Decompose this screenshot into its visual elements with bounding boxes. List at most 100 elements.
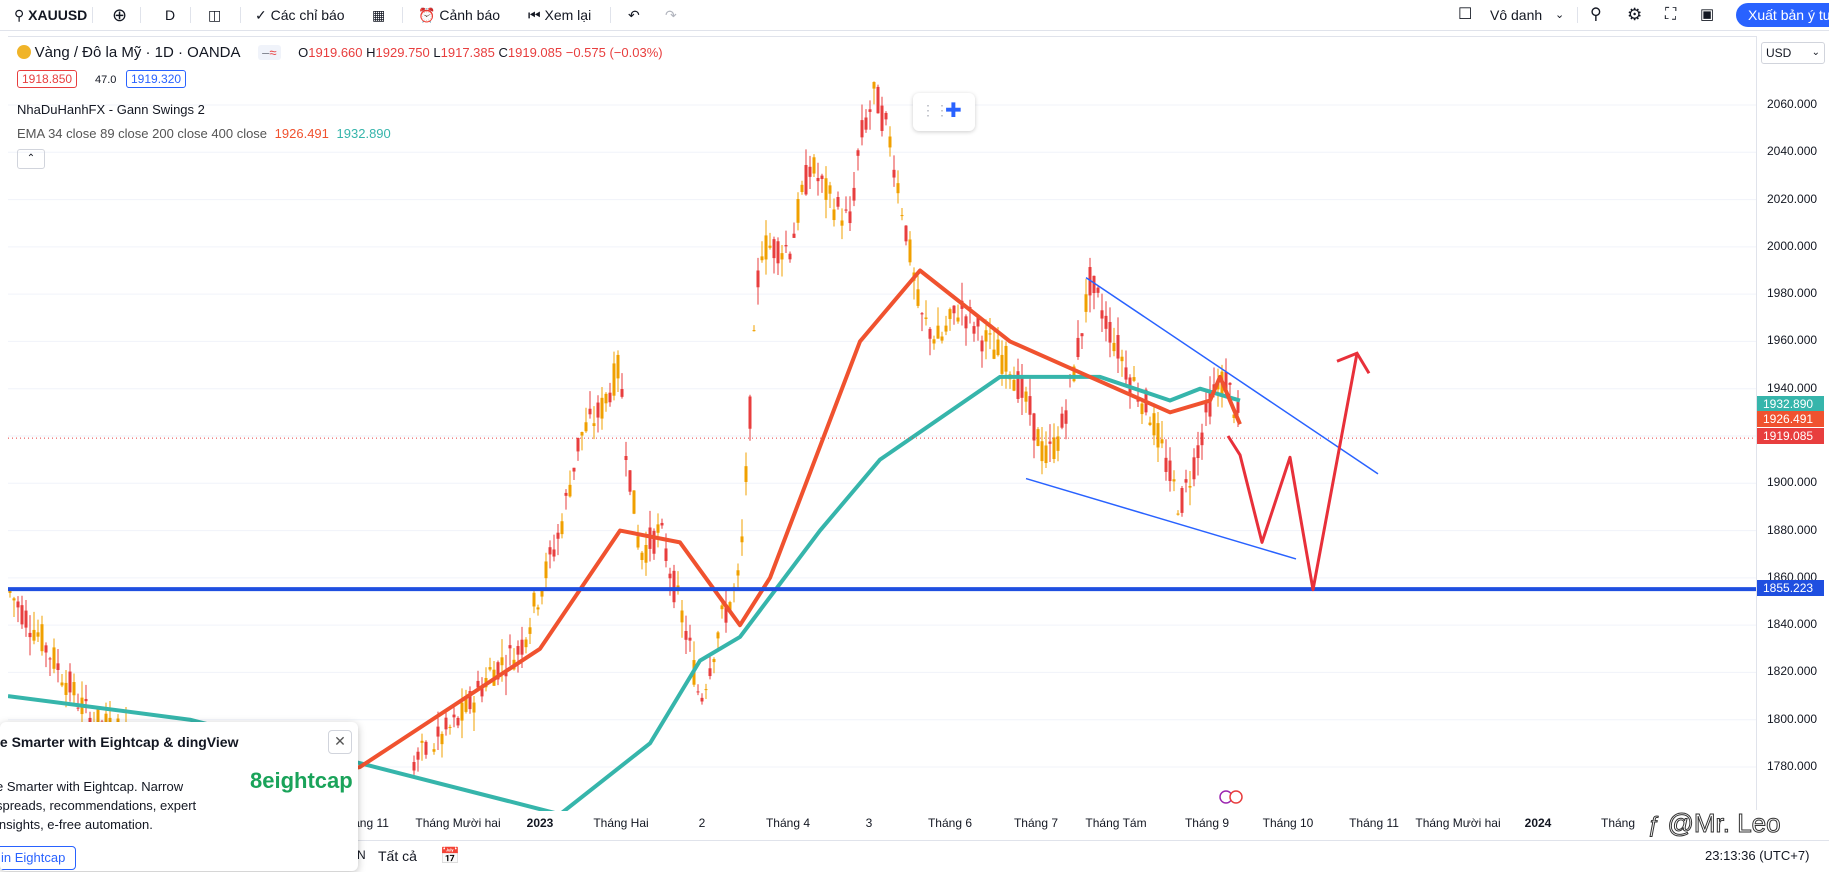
close-icon[interactable]: ✕	[328, 730, 352, 754]
candle-body	[640, 552, 644, 561]
buy-price[interactable]: 1919.320	[126, 70, 187, 88]
indicators-button[interactable]: ✓ Các chỉ báo	[255, 0, 345, 30]
candle-body	[824, 178, 828, 200]
candle-body	[412, 761, 416, 771]
range-label-partial[interactable]: N	[357, 848, 366, 862]
drawing-toolbar[interactable]: ⋮⋮ ✚	[913, 93, 975, 131]
candle-body	[1192, 457, 1196, 480]
clock[interactable]: 23:13:36 (UTC+7)	[1705, 848, 1810, 863]
candle-body	[500, 657, 504, 666]
time-tick-label: Tháng 11	[1349, 816, 1399, 830]
collapse-legend-icon[interactable]: ⌃	[17, 149, 45, 169]
candle-body	[600, 397, 604, 419]
layout-name[interactable]: Vô danh	[1490, 7, 1543, 23]
candle-body	[36, 632, 40, 637]
candle-body	[740, 536, 744, 543]
candle-body	[1032, 413, 1036, 441]
candle-body	[764, 235, 768, 260]
candle-body	[436, 726, 440, 737]
currency-selector[interactable]: USD ⌄	[1761, 42, 1825, 64]
candle-body	[664, 548, 668, 561]
candle-body	[624, 456, 628, 461]
candle-body	[1036, 429, 1040, 446]
indicator-legend-gann[interactable]: NhaDuHanhFX - Gann Swings 2	[17, 102, 205, 117]
candle-body	[540, 589, 544, 597]
candle-body	[628, 470, 632, 492]
price-tick-label: 1780.000	[1767, 759, 1818, 773]
interval-button[interactable]: D	[165, 7, 176, 23]
legend-toggle[interactable]: –≈	[258, 45, 281, 60]
candle-body	[84, 698, 88, 702]
alert-button[interactable]: ⏰ Cảnh báo	[418, 0, 500, 30]
price-tick-label: 1980.000	[1767, 286, 1818, 301]
candle-body	[972, 326, 976, 334]
candle-body	[672, 570, 676, 603]
hline-price-tag: 1855.223	[1757, 580, 1824, 597]
candle-body	[1132, 377, 1136, 381]
candle-body	[680, 610, 684, 623]
candle-body	[516, 646, 520, 655]
time-tick-label: Tháng Mười hai	[1415, 816, 1501, 830]
time-tick-label: Tháng Hai	[593, 816, 649, 830]
symbol-search[interactable]: ⚲ XAUUSD	[14, 0, 87, 30]
candle-body	[892, 169, 896, 178]
quick-search-icon[interactable]: ⚲	[1590, 6, 1602, 23]
undo-icon[interactable]: ↶	[628, 7, 640, 23]
candle-body	[420, 740, 424, 743]
price-chart[interactable]	[8, 37, 1756, 811]
chevron-down-icon[interactable]: ⌄	[1555, 9, 1565, 21]
publish-button[interactable]: Xuất bản ý tư	[1736, 3, 1829, 27]
candle-body	[928, 328, 932, 339]
candle-body	[780, 253, 784, 260]
calendar-icon[interactable]: 📅	[440, 848, 460, 865]
candle-body	[800, 184, 804, 192]
camera-icon[interactable]: ▣	[1700, 6, 1715, 23]
all-range-button[interactable]: Tất cả	[378, 848, 417, 864]
candle-body	[632, 490, 636, 514]
candle-body	[1232, 414, 1236, 419]
candle-body	[948, 309, 952, 319]
candle-body	[116, 718, 120, 726]
candle-body	[792, 233, 796, 238]
price-axis[interactable]: USD ⌄ 2060.000 2040.000 2020.000 2000.000 198…	[1756, 36, 1829, 810]
chart-pane[interactable]	[8, 36, 1756, 811]
candle-body	[64, 682, 68, 695]
ema89-value: 1932.890	[336, 126, 391, 141]
candle-body	[908, 239, 912, 263]
candle-body	[852, 187, 856, 201]
gear-icon[interactable]: ⚙	[1627, 5, 1643, 24]
forecast-path	[1226, 352, 1359, 592]
candle-body	[476, 680, 480, 688]
candle-body	[460, 702, 464, 721]
ema89-price-tag: 1932.890	[1757, 395, 1824, 412]
checkbox-icon[interactable]: ☐	[1458, 6, 1473, 23]
candle-body	[1196, 445, 1200, 459]
indicator-legend-ema[interactable]: EMA 34 close 89 close 200 close 400 clos…	[17, 126, 391, 141]
candle-body	[584, 422, 588, 432]
candle-body	[804, 165, 808, 195]
candle-body	[72, 682, 76, 696]
candle-type-icon[interactable]: ◫	[208, 7, 222, 23]
templates-icon[interactable]: ▦	[372, 7, 386, 23]
search-icon: ⚲	[14, 7, 25, 23]
tradingview-logo-icon: ƒ	[1647, 812, 1661, 838]
candle-body	[936, 325, 940, 339]
sell-price[interactable]: 1918.850	[17, 70, 78, 88]
candle-body	[884, 112, 888, 120]
candle-body	[488, 667, 492, 670]
redo-icon[interactable]: ↷	[665, 7, 677, 23]
candle-body	[992, 349, 996, 359]
ad-cta-button[interactable]: in Eightcap	[0, 846, 77, 870]
fullscreen-icon[interactable]: ⛶	[1665, 6, 1677, 23]
crosshair-icon[interactable]: ✚	[945, 100, 962, 122]
candle-body	[1064, 410, 1068, 424]
candle-body	[1164, 457, 1168, 472]
candle-body	[1236, 401, 1240, 413]
replay-button[interactable]: ⏮ Xem lại	[528, 0, 591, 30]
replay-label: Xem lại	[544, 7, 592, 23]
time-axis[interactable]: Tháng 11 Tháng Mười hai 2023 Tháng Hai 2 Thán…	[8, 810, 1756, 836]
drag-handle-icon[interactable]: ⋮⋮	[921, 102, 949, 118]
candle-body	[684, 630, 688, 640]
add-symbol-icon[interactable]: ⊕	[112, 5, 128, 25]
price-tick-label: 1880.000	[1767, 522, 1818, 537]
